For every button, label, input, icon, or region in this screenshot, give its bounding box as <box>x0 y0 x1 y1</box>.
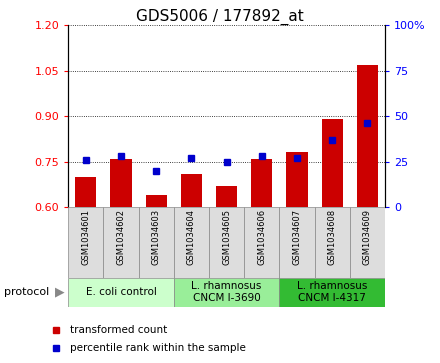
FancyBboxPatch shape <box>244 207 279 278</box>
Text: GSM1034603: GSM1034603 <box>152 209 161 265</box>
FancyBboxPatch shape <box>68 207 103 278</box>
FancyBboxPatch shape <box>174 278 279 307</box>
Bar <box>216 186 237 207</box>
Text: GSM1034607: GSM1034607 <box>293 209 301 265</box>
FancyBboxPatch shape <box>279 207 315 278</box>
FancyBboxPatch shape <box>209 207 244 278</box>
Bar <box>251 159 272 207</box>
FancyBboxPatch shape <box>68 278 174 307</box>
FancyBboxPatch shape <box>279 278 385 307</box>
Text: transformed count: transformed count <box>70 325 167 335</box>
Bar <box>286 152 308 207</box>
Text: E. coli control: E. coli control <box>85 287 157 297</box>
Bar <box>110 159 132 207</box>
FancyBboxPatch shape <box>139 207 174 278</box>
Text: GSM1034609: GSM1034609 <box>363 209 372 265</box>
Bar <box>357 65 378 207</box>
Bar <box>181 174 202 207</box>
Text: protocol: protocol <box>4 287 50 297</box>
Text: GSM1034601: GSM1034601 <box>81 209 90 265</box>
Text: GSM1034606: GSM1034606 <box>257 209 266 265</box>
Text: GSM1034604: GSM1034604 <box>187 209 196 265</box>
Text: ▶: ▶ <box>55 286 65 299</box>
Text: L. rhamnosus
CNCM I-4317: L. rhamnosus CNCM I-4317 <box>297 281 367 303</box>
Text: GSM1034608: GSM1034608 <box>328 209 337 265</box>
Text: GDS5006 / 177892_at: GDS5006 / 177892_at <box>136 9 304 25</box>
Bar <box>146 195 167 207</box>
FancyBboxPatch shape <box>315 207 350 278</box>
Text: GSM1034602: GSM1034602 <box>117 209 125 265</box>
Bar <box>322 119 343 207</box>
FancyBboxPatch shape <box>174 207 209 278</box>
Text: L. rhamnosus
CNCM I-3690: L. rhamnosus CNCM I-3690 <box>191 281 262 303</box>
FancyBboxPatch shape <box>350 207 385 278</box>
Bar <box>75 177 96 207</box>
Text: GSM1034605: GSM1034605 <box>222 209 231 265</box>
Text: percentile rank within the sample: percentile rank within the sample <box>70 343 246 353</box>
FancyBboxPatch shape <box>103 207 139 278</box>
